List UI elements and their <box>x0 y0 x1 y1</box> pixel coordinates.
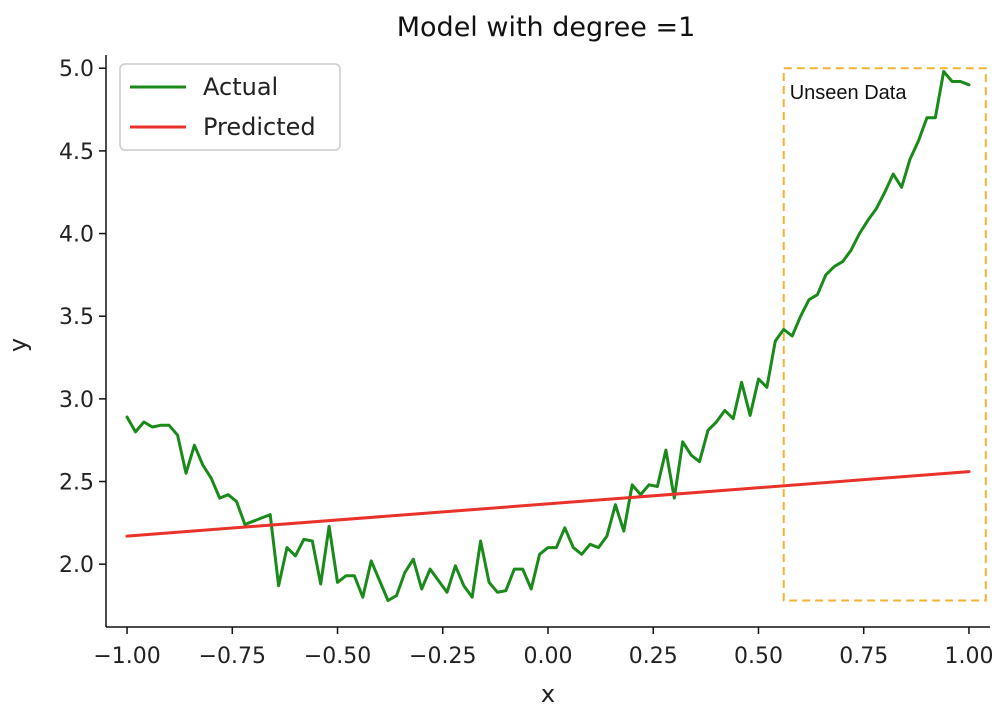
x-tick-label: −0.50 <box>304 644 371 669</box>
chart-title: Model with degree =1 <box>397 12 696 43</box>
y-tick-label: 2.5 <box>59 471 94 496</box>
x-axis-ticks: −1.00 −0.75 −0.50 −0.25 0.00 0.25 0.50 0.75 1.00 <box>93 627 993 669</box>
y-tick-label: 3.5 <box>59 305 94 330</box>
unseen-data-annotation: Unseen Data <box>782 67 987 602</box>
y-tick-label: 3.0 <box>59 388 94 413</box>
series-line-predicted <box>125 470 971 538</box>
y-axis-label: y <box>4 338 32 352</box>
y-axis-ticks: 2.0 2.5 3.0 3.5 4.0 4.5 5.0 <box>59 57 106 578</box>
unseen-data-box <box>782 67 987 602</box>
series-line-actual <box>125 70 971 602</box>
x-tick-label: −0.75 <box>199 644 266 669</box>
x-tick-label: 0.50 <box>734 644 783 669</box>
y-tick-label: 5.0 <box>59 57 94 82</box>
x-axis-label: x <box>541 680 555 708</box>
x-tick-label: −1.00 <box>93 644 160 669</box>
y-tick-label: 4.5 <box>59 140 94 165</box>
legend-label-actual: Actual <box>203 73 278 101</box>
series-layer <box>125 70 971 602</box>
x-tick-label: −0.25 <box>409 644 476 669</box>
y-tick-label: 2.0 <box>59 553 94 578</box>
unseen-data-label: Unseen Data <box>790 82 908 104</box>
x-tick-label: 0.00 <box>524 644 573 669</box>
legend-label-predicted: Predicted <box>203 113 316 141</box>
x-tick-label: 0.25 <box>629 644 678 669</box>
legend: Actual Predicted <box>119 63 341 151</box>
x-tick-label: 1.00 <box>944 644 993 669</box>
x-tick-label: 0.75 <box>839 644 888 669</box>
y-tick-label: 4.0 <box>59 223 94 248</box>
